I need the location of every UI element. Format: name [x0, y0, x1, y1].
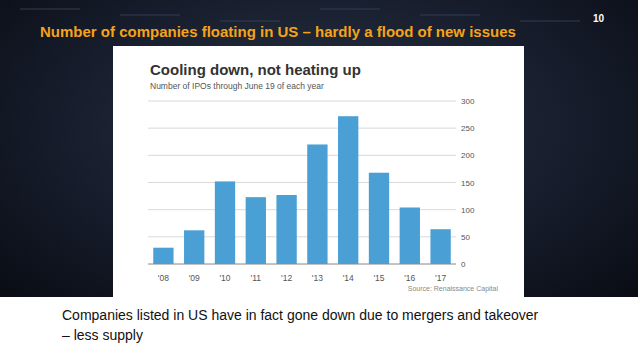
note-text: – less supply [62, 327, 143, 343]
background-streak [320, 8, 380, 10]
x-tick-label: '15 [373, 273, 384, 283]
y-tick-label: 150 [461, 179, 475, 188]
x-tick-label: '08 [158, 273, 169, 283]
bar [184, 230, 204, 264]
x-tick-label: '13 [312, 273, 323, 283]
y-tick-label: 250 [461, 124, 475, 133]
background-streak [120, 14, 180, 16]
chart-subtitle: Number of IPOs through June 19 of each y… [150, 81, 324, 91]
slide-title: Number of companies floating in US – har… [40, 23, 516, 40]
x-tick-label: '09 [189, 273, 200, 283]
x-tick-label: '16 [404, 273, 415, 283]
bars [153, 116, 451, 264]
chart-panel [113, 46, 524, 297]
bar [400, 207, 420, 264]
grid-line [148, 128, 456, 129]
background-streak [420, 14, 480, 16]
bar [369, 173, 389, 264]
slide: Number of companies floating in US – har… [0, 0, 638, 359]
bar [153, 248, 173, 264]
grid-line [148, 101, 456, 102]
page-number: 10 [593, 13, 605, 24]
background-streak [220, 20, 280, 22]
x-tick-label: '12 [281, 273, 292, 283]
bar [215, 181, 235, 264]
background-streak [20, 8, 80, 10]
chart-title: Cooling down, not heating up [150, 61, 361, 78]
grid-line [148, 155, 456, 156]
x-tick-label: '10 [219, 273, 230, 283]
bar [430, 229, 450, 264]
y-tick-label: 200 [461, 151, 475, 160]
bar [338, 116, 358, 264]
bar [307, 144, 327, 264]
bar [246, 197, 266, 264]
chart-source: Source: Renaissance Capital [408, 285, 499, 293]
y-tick-label: 0 [461, 260, 466, 269]
y-tick-label: 50 [461, 233, 470, 242]
note-text: Companies listed in US have in fact gone… [62, 307, 539, 323]
x-tick-label: '11 [251, 273, 262, 283]
background-streak [520, 20, 580, 22]
y-tick-label: 100 [461, 206, 475, 215]
x-tick-label: '17 [435, 273, 446, 283]
background [0, 0, 638, 359]
y-tick-label: 300 [461, 97, 475, 106]
note-panel [0, 297, 638, 359]
x-tick-label: '14 [343, 273, 354, 283]
grid-line [148, 182, 456, 183]
bar [276, 195, 296, 264]
